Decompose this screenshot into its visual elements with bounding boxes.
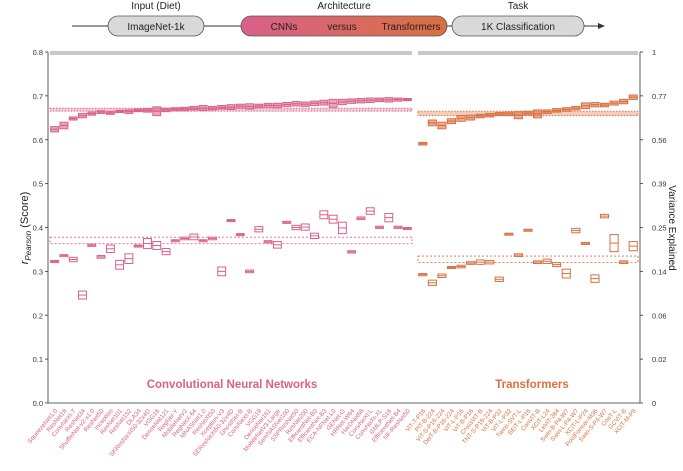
cnn-top-bar: [50, 51, 412, 55]
architecture-transformers-label: Transformers: [381, 22, 440, 33]
y-axis-label-main: r: [19, 259, 31, 264]
y-tick-label: 0.4: [33, 224, 43, 233]
pipeline-arrow-head: [598, 23, 605, 29]
transformer-baseline-band: [417, 255, 639, 264]
x-tick-labels: SqueezeNet1.0ResNet18ConvNeXt-TResNet34S…: [26, 407, 638, 458]
y2-tick-label: 0.39: [652, 180, 667, 189]
input-box: [107, 15, 205, 37]
y-tick-label: 0.1: [33, 355, 43, 364]
y-tick-label: 0.0: [33, 399, 43, 408]
y-tick-label: 0.2: [33, 311, 43, 320]
y-axis-label: rPearson (Score): [19, 192, 33, 265]
task-box-label: 1K Classification: [481, 22, 555, 33]
y2-tick-label: 0.02: [652, 355, 667, 364]
task-box: [451, 15, 585, 37]
header-pipeline: Input (Diet) ImageNet-1k Architecture CN…: [72, 1, 605, 37]
y2-tick-label: 0.06: [652, 311, 667, 320]
architecture-title: Architecture: [317, 1, 371, 12]
cnn-group-label: Convolutional Neural Networks: [147, 379, 318, 391]
y2-tick-label: 0.25: [652, 224, 667, 233]
y2-axis-label: Variance Explained: [666, 185, 677, 270]
transformer-series: [418, 94, 638, 286]
y-axis-label-suffix: (Score): [19, 192, 31, 228]
transformer-group-label: Transformers: [495, 379, 569, 391]
architecture-cnn-label: CNNs: [271, 22, 298, 33]
y2-tick-label: 0.14: [652, 267, 667, 276]
y-tick-label: 0.8: [33, 48, 43, 57]
y2-tick-label: 0.56: [652, 136, 667, 145]
task-title: Task: [508, 1, 530, 12]
architecture-box: [240, 15, 448, 37]
y2-tick-label: 0: [652, 399, 656, 408]
y2-tick-label: 1: [652, 48, 656, 57]
input-box-label: ImageNet-1k: [127, 22, 185, 33]
y-tick-label: 0.5: [33, 180, 43, 189]
y-tick-label: 0.3: [33, 267, 43, 276]
y-tick-label: 0.6: [33, 136, 43, 145]
y2-tick-label: 0.77: [652, 92, 667, 101]
transformer-top-bar: [418, 51, 638, 55]
y-axis-label-sub: Pearson: [24, 230, 33, 260]
axes: 0.0 0.1 0.2 0.3 0.4 0.5 0.6 0.7 0.8 0 0.02 0.06 0.14…: [33, 48, 667, 408]
architecture-versus-label: versus: [327, 22, 356, 33]
input-title: Input (Diet): [131, 1, 180, 12]
cnn-baseline-band: [49, 236, 413, 245]
cnn-series: [50, 97, 412, 300]
reference-bands: [49, 107, 639, 264]
y-tick-label: 0.7: [33, 92, 43, 101]
